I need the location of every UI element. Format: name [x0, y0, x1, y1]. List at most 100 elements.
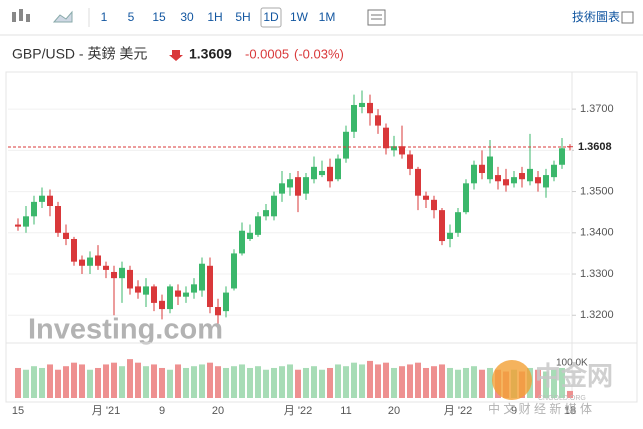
- candle-body: [207, 265, 213, 308]
- volume-bar: [31, 366, 37, 398]
- volume-bar: [263, 369, 269, 398]
- volume-bar: [103, 364, 109, 398]
- interval-button[interactable]: 5: [128, 10, 135, 24]
- candle-body: [55, 206, 61, 233]
- interval-button[interactable]: 1M: [319, 10, 336, 24]
- volume-bar: [439, 364, 445, 398]
- volume-bar: [119, 366, 125, 398]
- volume-bar: [447, 367, 453, 398]
- candle-body: [471, 164, 477, 184]
- volume-bar: [311, 366, 317, 398]
- candle-body: [95, 255, 101, 266]
- candle-body: [263, 210, 269, 217]
- candle-body: [143, 286, 149, 295]
- volume-bar: [223, 367, 229, 398]
- price-change: -0.0005: [245, 46, 289, 61]
- volume-bar: [455, 369, 461, 398]
- candle-body: [151, 286, 157, 303]
- candle-body: [199, 263, 205, 291]
- interval-button[interactable]: 1: [101, 10, 108, 24]
- volume-bar: [111, 362, 117, 398]
- watermark-logo: Investing.com: [28, 314, 223, 346]
- interval-button[interactable]: 1W: [290, 10, 309, 24]
- volume-bar: [199, 364, 205, 398]
- candle-body: [71, 238, 77, 262]
- grid-icon[interactable]: [621, 11, 634, 24]
- candle-body: [303, 177, 309, 194]
- volume-bar: [71, 362, 77, 398]
- volume-bar: [239, 364, 245, 398]
- candle-body: [63, 232, 69, 239]
- candle-body: [119, 267, 125, 279]
- volume-bar: [471, 366, 477, 398]
- volume-bar: [167, 369, 173, 398]
- candle-body: [175, 290, 181, 297]
- candle-body: [335, 158, 341, 180]
- volume-bar: [543, 371, 549, 398]
- volume-bar: [375, 364, 381, 398]
- volume-bar: [559, 367, 565, 398]
- volume-bar: [151, 364, 157, 398]
- candle-body: [159, 300, 165, 310]
- interval-button[interactable]: 15: [152, 10, 166, 24]
- area-icon[interactable]: [52, 10, 73, 23]
- candle-body: [111, 271, 117, 279]
- tech-chart-link[interactable]: 技術圖表: [572, 10, 620, 24]
- volume-bar: [271, 367, 277, 398]
- interval-button[interactable]: 1D: [263, 10, 279, 24]
- volume-bar: [87, 369, 93, 398]
- volume-bar: [303, 367, 309, 398]
- candle-body: [247, 232, 253, 239]
- active-button-frame: [260, 7, 282, 28]
- volume-bar: [23, 369, 29, 398]
- candle-body: [295, 177, 301, 196]
- settings-icon[interactable]: [367, 9, 386, 26]
- watermark-site: 中金网: [535, 361, 613, 391]
- candle-body: [79, 259, 85, 266]
- down-arrow: [169, 50, 183, 61]
- candle-body: [399, 146, 405, 155]
- candle-body: [223, 292, 229, 312]
- watermark-site-url: CNGOLD.ORG: [538, 395, 586, 402]
- y-tick-label: 1.3300: [580, 268, 614, 280]
- volume-bar: [487, 367, 493, 398]
- volume-bar: [391, 367, 397, 398]
- volume-bar: [463, 367, 469, 398]
- volume-bar: [327, 367, 333, 398]
- candle-body: [383, 127, 389, 149]
- volume-bar: [231, 366, 237, 398]
- candle-body: [439, 210, 445, 242]
- interval-button[interactable]: 1H: [207, 10, 222, 24]
- x-tick-label: 20: [388, 405, 400, 417]
- candle-body: [127, 269, 133, 289]
- candle-body: [183, 292, 189, 297]
- x-tick-label: 9: [159, 405, 165, 417]
- x-tick-label: 9: [511, 405, 517, 417]
- candle-body: [343, 131, 349, 159]
- candle-body: [375, 115, 381, 126]
- volume-bar: [207, 362, 213, 398]
- volume-bar: [215, 366, 221, 398]
- volume-bar: [95, 367, 101, 398]
- volume-bar: [343, 366, 349, 398]
- candle-body: [455, 212, 461, 233]
- candle-body: [367, 102, 373, 114]
- candle-body: [503, 179, 509, 186]
- interval-button[interactable]: 30: [180, 10, 194, 24]
- volume-bar: [351, 362, 357, 398]
- candle-body: [415, 168, 421, 196]
- last-price: 1.3609: [189, 46, 232, 62]
- watermark-site-icon: [492, 360, 532, 400]
- candle-body: [519, 173, 525, 180]
- candle-body: [559, 148, 565, 165]
- candle-icon[interactable]: [12, 9, 30, 22]
- interval-button[interactable]: 5H: [235, 10, 250, 24]
- candle-body: [535, 177, 541, 184]
- candle-body: [551, 164, 557, 178]
- candle-body: [239, 230, 245, 254]
- volume-bar: [143, 366, 149, 398]
- volume-bar: [255, 366, 261, 398]
- volume-bar: [359, 364, 365, 398]
- candle-body: [527, 168, 533, 182]
- candle-body: [231, 253, 237, 289]
